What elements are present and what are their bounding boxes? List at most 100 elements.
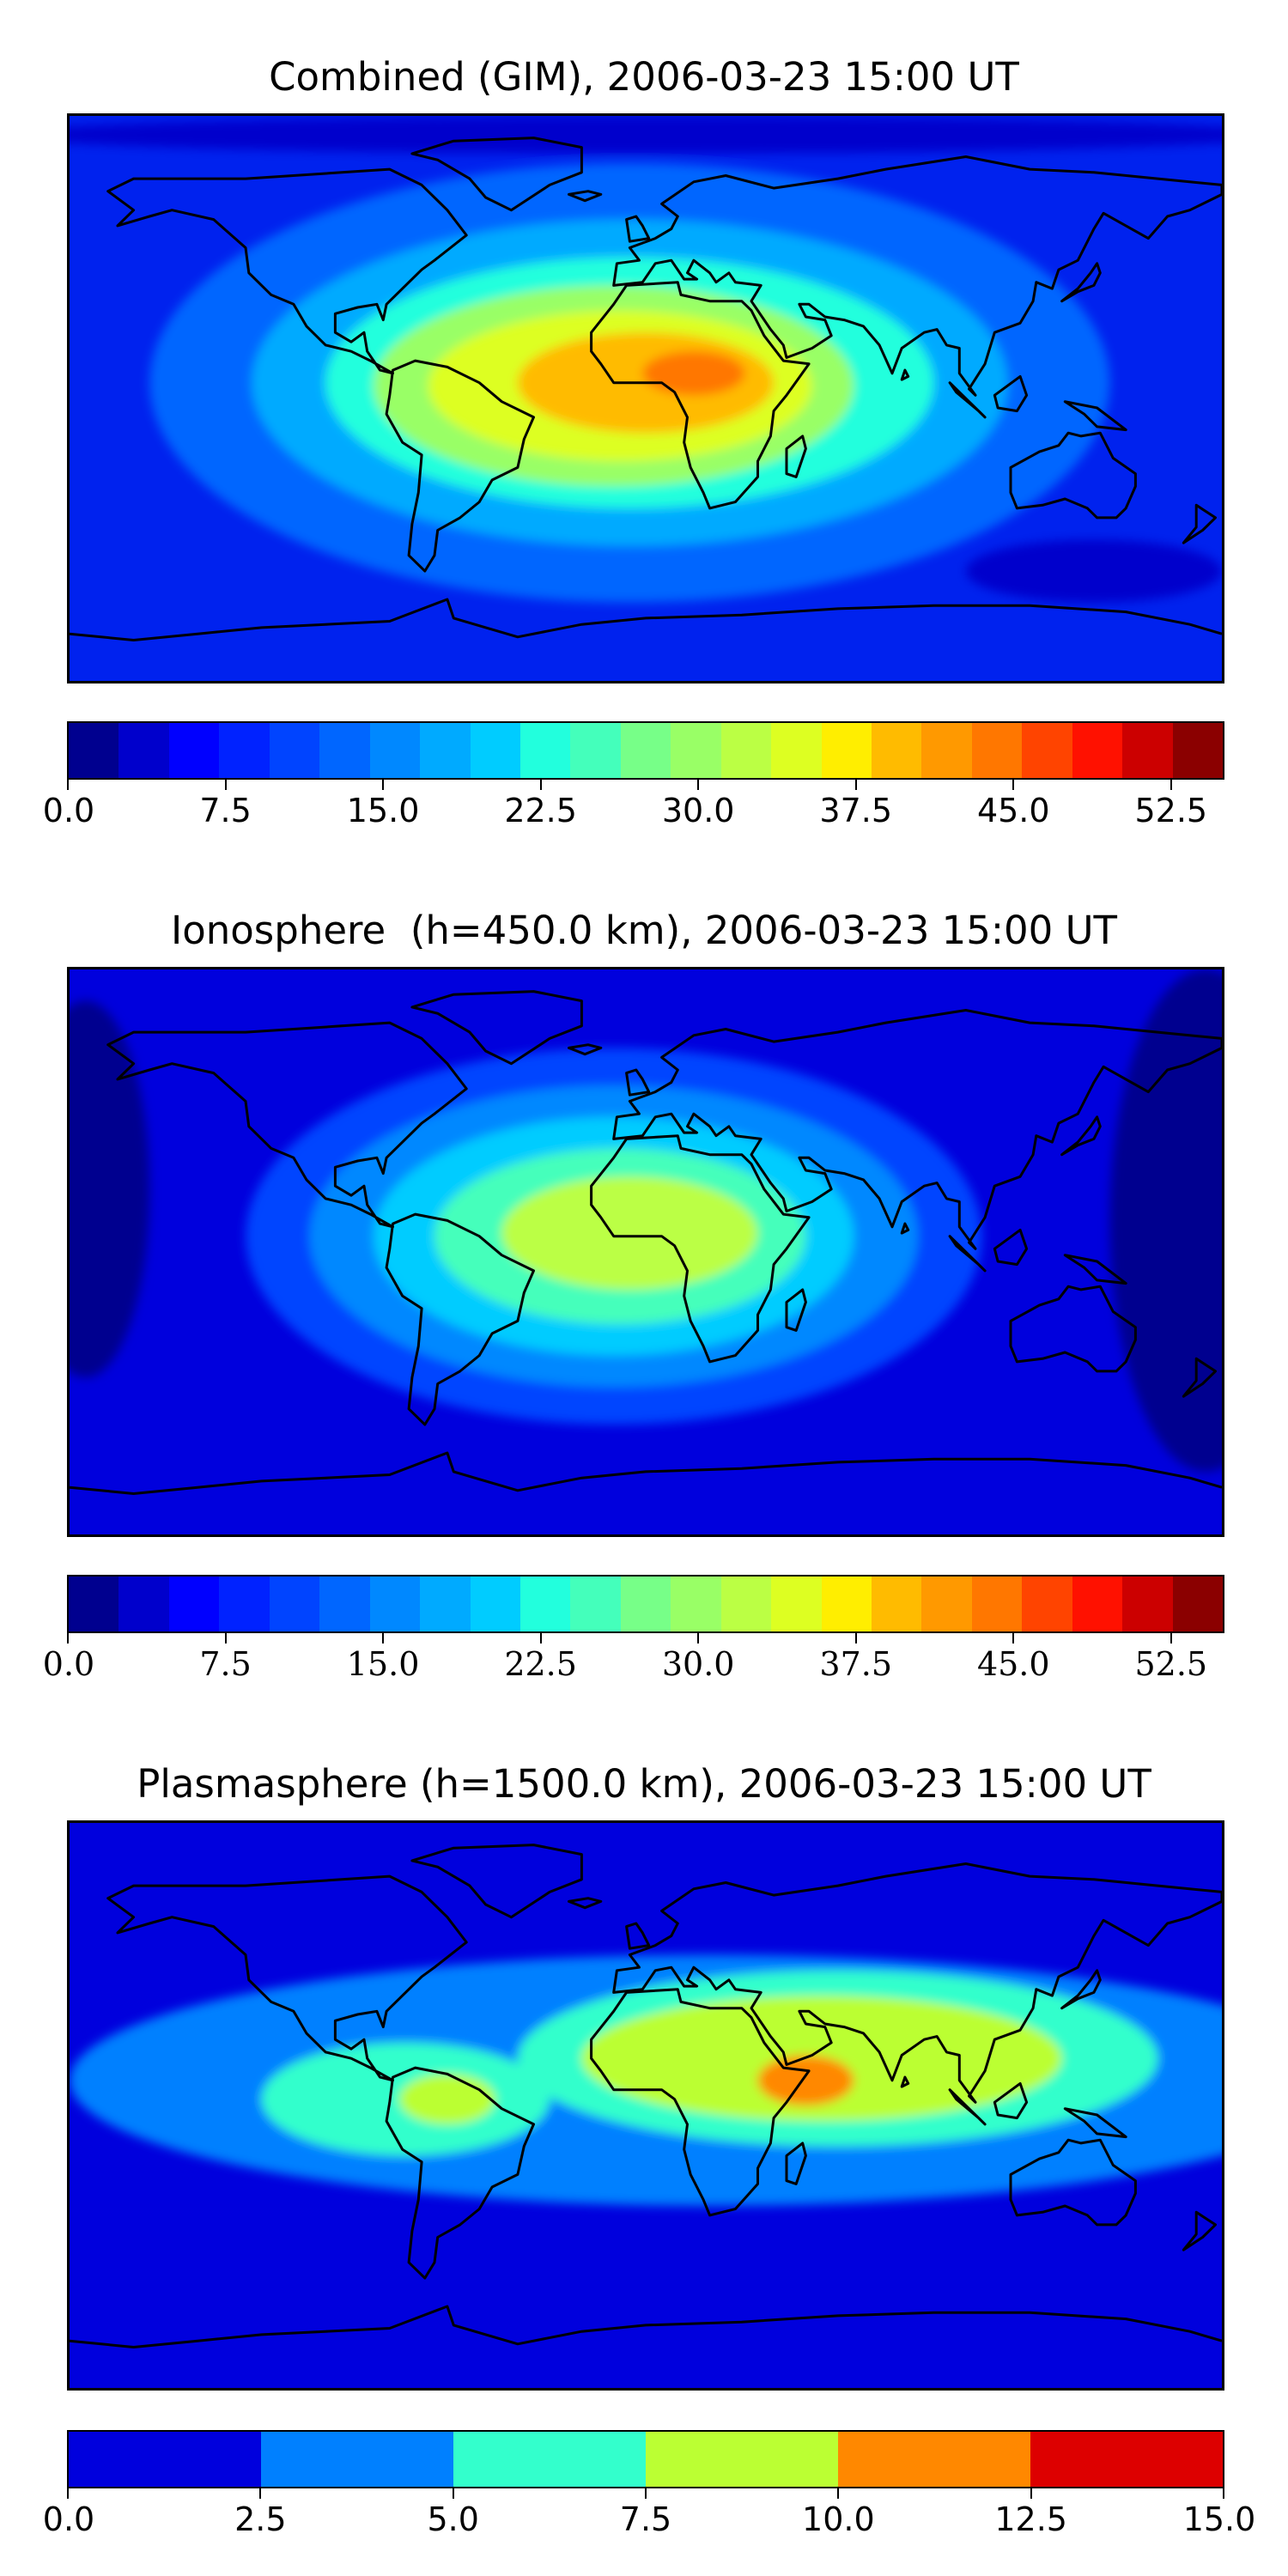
coastline-south-america bbox=[385, 2066, 535, 2280]
coastline-japan bbox=[1060, 1969, 1102, 2010]
colorbar-segment bbox=[671, 1577, 721, 1631]
colorbar-segment bbox=[219, 1577, 270, 1631]
colorbar-tick bbox=[697, 780, 700, 790]
colorbar-segment bbox=[118, 1577, 169, 1631]
colorbar-tick bbox=[837, 2488, 840, 2499]
colorbar-tick bbox=[645, 2488, 647, 2499]
coastline-iceland bbox=[568, 190, 603, 203]
colorbar-segment bbox=[821, 723, 872, 778]
coastline-new-zealand bbox=[1182, 503, 1217, 544]
colorbar-segment bbox=[261, 2432, 453, 2487]
coastline-africa bbox=[590, 1988, 811, 2217]
coastline-uk bbox=[625, 1922, 651, 1950]
coastline-japan bbox=[1060, 262, 1102, 303]
colorbar-tick-label: 30.0 bbox=[661, 792, 735, 829]
colorbar-segment bbox=[720, 1577, 772, 1631]
colorbar-segment bbox=[872, 1577, 922, 1631]
colorbar-tick-label: 15.0 bbox=[1182, 2500, 1256, 2538]
colorbar-segment bbox=[1022, 1577, 1072, 1631]
colorbar-segment bbox=[168, 1577, 220, 1631]
panel-title-plasmasphere: Plasmasphere (h=1500.0 km), 2006-03-23 1… bbox=[137, 1761, 1151, 1807]
coastline-greenland bbox=[410, 1844, 583, 1919]
colorbar-segment bbox=[872, 723, 922, 778]
coastline-south-america bbox=[385, 359, 535, 573]
colorbar-segment bbox=[319, 1577, 370, 1631]
colorbar-segment bbox=[453, 2432, 646, 2487]
colorbar-segment bbox=[1072, 723, 1123, 778]
colorbar-segment bbox=[69, 723, 119, 778]
colorbar-segment bbox=[1030, 2432, 1223, 2487]
colorbar-tick bbox=[1223, 2488, 1224, 2499]
colorbar-combined bbox=[67, 721, 1224, 780]
coastlines bbox=[70, 137, 1222, 641]
colorbar-segment bbox=[771, 723, 822, 778]
colorbar-segment bbox=[771, 1577, 822, 1631]
coastline-sri-lanka bbox=[900, 2075, 910, 2088]
coastline-borneo bbox=[993, 374, 1029, 413]
colorbar-segment bbox=[646, 2432, 838, 2487]
coastline-indonesia bbox=[948, 2088, 987, 2126]
coastline-antarctica bbox=[70, 2305, 1222, 2348]
colorbar-tick-label: 37.5 bbox=[819, 1645, 893, 1683]
colorbar-tick-label: 7.5 bbox=[199, 792, 252, 829]
colorbar-tick bbox=[1030, 2488, 1032, 2499]
colorbar-segment bbox=[269, 1577, 320, 1631]
colorbar-segment bbox=[219, 723, 270, 778]
coastline-new-zealand bbox=[1182, 2210, 1217, 2251]
colorbar-tick-label: 37.5 bbox=[819, 792, 893, 829]
colorbar-tick bbox=[382, 780, 385, 790]
colorbar-segment bbox=[821, 1577, 872, 1631]
colorbar-tick bbox=[1012, 780, 1015, 790]
coastline-sri-lanka bbox=[900, 368, 910, 381]
coastline-new-zealand bbox=[1182, 1357, 1217, 1398]
colorbar-segment bbox=[118, 723, 169, 778]
colorbar-tick bbox=[539, 780, 542, 790]
map-canvas bbox=[70, 116, 1222, 681]
colorbar-tick-label: 2.5 bbox=[234, 2500, 287, 2538]
contour-level-1 bbox=[965, 539, 1222, 603]
colorbar-segment bbox=[1122, 1577, 1173, 1631]
colorbar-tick-label: 15.0 bbox=[346, 792, 420, 829]
colorbar-tick-label: 7.5 bbox=[619, 2500, 672, 2538]
colorbar-segment bbox=[470, 723, 520, 778]
map-canvas bbox=[70, 969, 1222, 1534]
colorbar-tick-label: 45.0 bbox=[976, 1645, 1050, 1683]
colorbar-tick bbox=[67, 1633, 69, 1643]
colorbar-segment bbox=[519, 723, 571, 778]
colorbar-segment bbox=[921, 1577, 972, 1631]
coastline-australia bbox=[1009, 2138, 1137, 2227]
colorbar-segment bbox=[69, 2432, 261, 2487]
colorbar-segment bbox=[570, 723, 621, 778]
map-plasmasphere bbox=[67, 1820, 1224, 2391]
colorbar-tick-label: 5.0 bbox=[427, 2500, 479, 2538]
coastline-iceland bbox=[568, 1897, 603, 1910]
colorbar-tick bbox=[539, 1633, 542, 1643]
coastline-greenland bbox=[410, 137, 583, 212]
contour-level-0 bbox=[70, 116, 1222, 154]
colorbar-segment bbox=[420, 1577, 471, 1631]
colorbar-segment bbox=[369, 723, 421, 778]
contour-level-5 bbox=[757, 2055, 854, 2105]
colorbar-segment bbox=[1172, 1577, 1224, 1631]
colorbar-segment bbox=[1122, 723, 1173, 778]
coastline-uk bbox=[625, 215, 651, 243]
colorbar-segment bbox=[69, 1577, 119, 1631]
colorbar-segment bbox=[971, 723, 1023, 778]
colorbar-tick-label: 52.5 bbox=[1134, 792, 1208, 829]
coastline-eurasia bbox=[612, 1009, 1222, 1250]
coastline-japan bbox=[1060, 1115, 1102, 1157]
coastline-borneo bbox=[993, 2081, 1029, 2120]
coastline-indonesia bbox=[948, 381, 987, 419]
map-ionosphere bbox=[67, 967, 1224, 1537]
contour-level-0 bbox=[1109, 969, 1222, 1472]
map-canvas bbox=[70, 1823, 1222, 2388]
map-combined bbox=[67, 113, 1224, 683]
colorbar-tick bbox=[1012, 1633, 1015, 1643]
colorbar-tick-label: 22.5 bbox=[504, 1645, 577, 1683]
colorbar-tick bbox=[452, 2488, 454, 2499]
colorbar-tick-label: 30.0 bbox=[661, 1645, 735, 1683]
colorbar-segment bbox=[620, 1577, 671, 1631]
colorbar-segment bbox=[319, 723, 370, 778]
colorbar-tick bbox=[224, 780, 227, 790]
colorbar-tick bbox=[697, 1633, 700, 1643]
